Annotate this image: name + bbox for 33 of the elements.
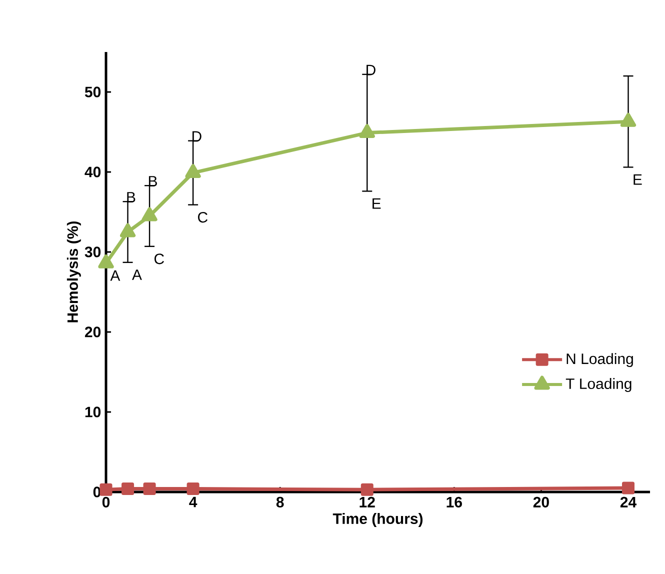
point [122, 482, 134, 496]
y-tick-label: 40 [84, 166, 101, 178]
point [186, 482, 200, 496]
point [360, 483, 374, 496]
x-tick-label: 24 [620, 496, 637, 508]
y-axis-title: Hemolysis (%) [66, 221, 81, 322]
legend-label: T Loading [566, 378, 632, 392]
x-tick-label: 16 [446, 496, 462, 508]
legend-label: N Loading [566, 353, 633, 368]
point [620, 112, 636, 127]
x-tick-label: 4 [189, 496, 198, 508]
point [120, 223, 136, 238]
annotation: A [132, 270, 142, 280]
annotation: C [154, 254, 164, 264]
point [359, 124, 375, 138]
x-tick-label: 0 [102, 496, 110, 508]
annotation: E [372, 198, 381, 209]
x-tick-label: 8 [276, 496, 284, 508]
x-axis-title: Time (hours) [332, 512, 423, 527]
annotation: A [110, 270, 120, 281]
point [100, 483, 112, 496]
y-tick-label: 50 [84, 86, 101, 98]
y-tick-label: 20 [84, 326, 101, 338]
point [143, 482, 156, 496]
annotation: E [634, 174, 642, 185]
annotation: C [198, 212, 208, 223]
y-tick-label: 30 [84, 246, 101, 258]
y-tick-label: 10 [85, 406, 101, 418]
x-tick-label: 20 [533, 496, 549, 508]
point [142, 207, 158, 222]
point [185, 164, 201, 178]
x-tick-label: 12 [360, 496, 375, 508]
point [622, 482, 634, 494]
